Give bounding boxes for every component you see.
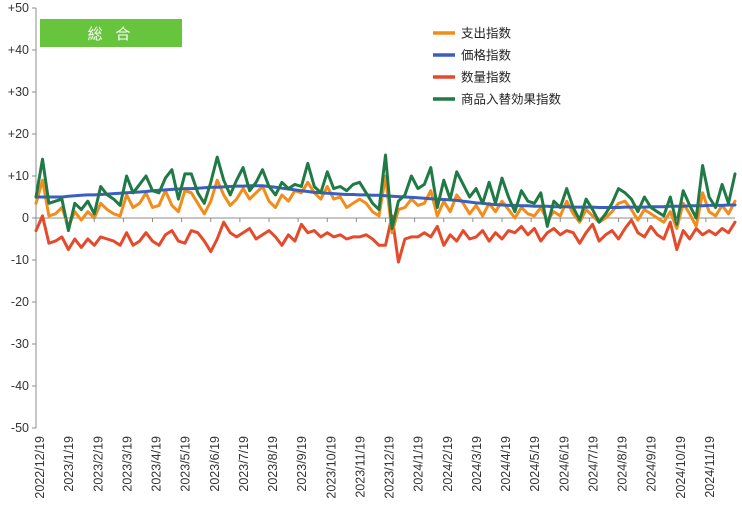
x-tick-label: 2023/12/19 — [383, 436, 397, 499]
y-tick-label: -20 — [11, 295, 29, 309]
y-tick-label: -10 — [11, 253, 29, 267]
y-tick-label: 0 — [22, 211, 29, 225]
y-tick-label: -50 — [11, 421, 29, 435]
series-line-3 — [34, 153, 737, 233]
x-tick-label: 2023/1/19 — [62, 436, 76, 492]
x-tick-label: 2024/11/19 — [703, 436, 717, 498]
x-tick-label: 2024/3/19 — [470, 436, 484, 492]
x-tick-label: 2023/7/19 — [237, 436, 251, 492]
x-tick-label: 2024/2/19 — [441, 436, 455, 492]
legend-label-0: 支出指数 — [461, 26, 512, 41]
x-tick-label: 2024/7/19 — [586, 436, 600, 492]
category-badge-label: 総 合 — [88, 25, 135, 43]
y-tick-label: -30 — [11, 337, 29, 351]
y-tick-label: +20 — [8, 127, 29, 141]
x-tick-label: 2023/2/19 — [91, 436, 105, 492]
legend-label-3: 商品入替効果指数 — [461, 92, 562, 107]
y-tick-label: +40 — [8, 43, 29, 57]
y-tick-label: +10 — [8, 169, 29, 183]
legend-label-1: 価格指数 — [461, 48, 512, 63]
x-tick-label: 2023/9/19 — [295, 436, 309, 492]
y-tick-label: +50 — [8, 1, 29, 15]
x-tick-label: 2023/5/19 — [179, 436, 193, 492]
series-line-0 — [34, 174, 737, 235]
x-tick-label: 2024/1/19 — [412, 436, 426, 492]
x-tick-label: 2024/6/19 — [557, 436, 571, 492]
legend-label-2: 数量指数 — [461, 70, 512, 85]
x-tick-label: 2023/4/19 — [150, 436, 164, 492]
x-tick-label: 2023/6/19 — [208, 436, 222, 492]
y-tick-label: +30 — [8, 85, 29, 99]
x-tick-label: 2024/9/19 — [645, 436, 659, 492]
x-tick-label: 2023/8/19 — [266, 436, 280, 492]
series-line-2 — [34, 214, 737, 264]
x-tick-label: 2022/12/19 — [33, 436, 47, 499]
x-tick-label: 2023/3/19 — [120, 436, 134, 492]
x-tick-label: 2024/4/19 — [499, 436, 513, 492]
x-tick-label: 2023/11/19 — [353, 436, 367, 498]
x-tick-label: 2024/8/19 — [616, 436, 630, 492]
y-tick-label: -40 — [11, 379, 29, 393]
x-tick-label: 2024/5/19 — [528, 436, 542, 492]
x-tick-label: 2024/10/19 — [674, 436, 688, 499]
category-badge — [40, 19, 182, 47]
x-tick-label: 2023/10/19 — [324, 436, 338, 499]
